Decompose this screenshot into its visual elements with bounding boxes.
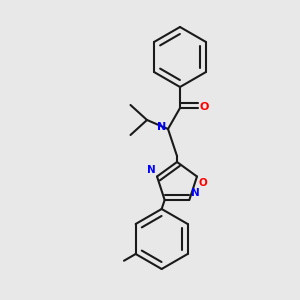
Text: N: N	[157, 122, 167, 133]
Text: N: N	[147, 165, 155, 175]
Text: N: N	[191, 188, 200, 199]
Text: O: O	[199, 178, 207, 188]
Text: O: O	[200, 102, 209, 112]
